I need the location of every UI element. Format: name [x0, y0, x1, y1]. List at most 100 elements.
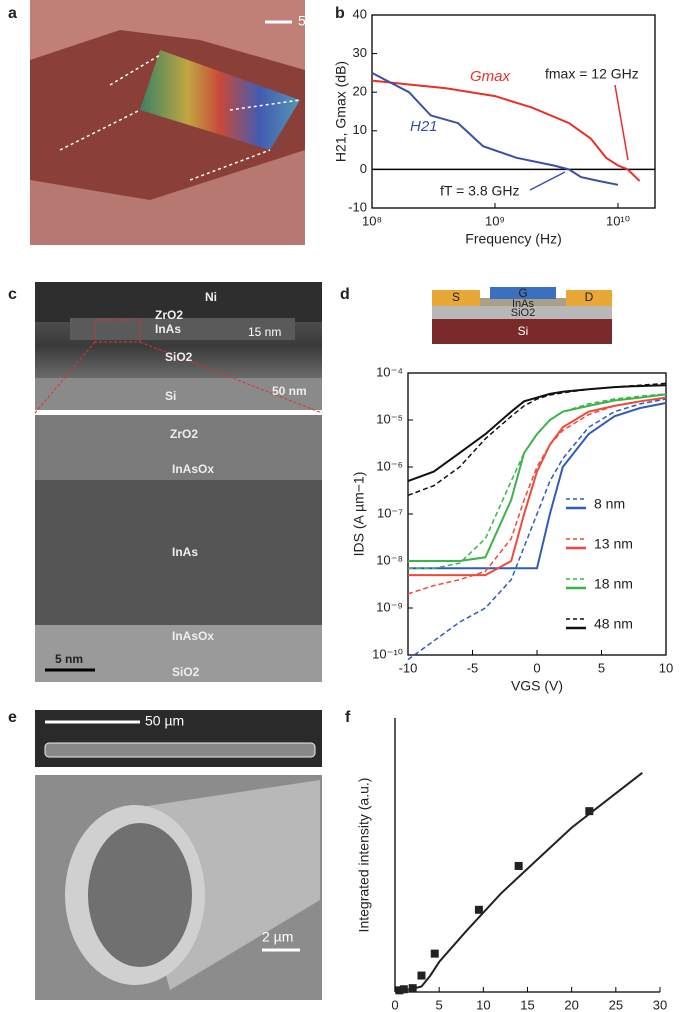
- panel-label: f: [345, 709, 351, 726]
- point: [399, 985, 408, 994]
- x-tick-label: 0: [391, 997, 398, 1012]
- label: D: [585, 290, 594, 304]
- label: InAs: [155, 322, 181, 336]
- label: 5 nm: [55, 652, 83, 666]
- series-line: [371, 79, 641, 182]
- panel-label: c: [8, 286, 17, 303]
- guides: [59, 54, 301, 181]
- label: SiO2: [511, 307, 535, 319]
- x-tick-label: 10: [476, 997, 490, 1012]
- x-tick-label: 5: [598, 660, 605, 675]
- series-label: H21: [410, 118, 438, 135]
- y-axis-label: IDS (A µm−1): [351, 472, 367, 557]
- arrow: [614, 84, 629, 161]
- x-tick-label: 5: [436, 997, 443, 1012]
- legend-label: 13 nm: [594, 536, 633, 552]
- panel-label: e: [8, 709, 17, 726]
- legend-label: 8 nm: [594, 496, 625, 512]
- y-axis-label: H21, Gmax (dB): [333, 61, 349, 162]
- series-line-dashed: [407, 382, 667, 497]
- ni-layer: [35, 282, 322, 322]
- y-tick-label: 10⁻⁷: [377, 505, 403, 520]
- device-map: [140, 50, 300, 150]
- x-tick-label: 10⁸: [362, 213, 382, 228]
- y-tick-label: 10: [353, 122, 367, 137]
- x-tick-label: 15: [520, 997, 534, 1012]
- y-tick-label: -10: [348, 199, 367, 214]
- panel-label: d: [340, 286, 350, 303]
- x-tick-label: 30: [653, 997, 667, 1012]
- y-tick-label: 10⁻⁸: [376, 552, 403, 567]
- y-tick-label: 10⁻⁴: [376, 364, 403, 379]
- label: InAs: [172, 545, 198, 559]
- tissue: [30, 0, 305, 70]
- label: ZrO2: [155, 308, 183, 322]
- point: [474, 905, 483, 914]
- arrow: [529, 171, 566, 191]
- gate: [490, 287, 556, 299]
- point: [408, 984, 417, 993]
- inas-layer: [35, 480, 322, 625]
- label: Si: [518, 324, 529, 338]
- tissue: [30, 150, 305, 245]
- sio2-layer: [35, 625, 322, 682]
- series-line: [408, 396, 667, 577]
- annotation: fmax = 12 GHz: [545, 66, 639, 82]
- label: ZrO2: [170, 427, 198, 441]
- point: [417, 971, 426, 980]
- sio2-block: [432, 305, 612, 319]
- x-tick-label: 0: [533, 660, 540, 675]
- x-tick-label: -5: [467, 660, 479, 675]
- y-tick-label: 40: [353, 6, 367, 21]
- legend-label: 48 nm: [594, 616, 633, 632]
- series-label: Gmax: [470, 68, 511, 85]
- scale-label: 50 µm: [145, 713, 184, 729]
- si-layer: [35, 378, 322, 410]
- annotation: fT = 3.8 GHz: [440, 183, 520, 199]
- y-tick-label: 0: [360, 161, 367, 176]
- drain: [566, 290, 612, 306]
- x-tick-label: 10: [659, 660, 673, 675]
- point: [430, 949, 439, 958]
- plot-frame: [371, 14, 656, 209]
- label: InAsOx: [172, 629, 214, 643]
- x-tick-label: 25: [609, 997, 623, 1012]
- inas-block: [480, 298, 566, 306]
- roll-inner: [88, 823, 192, 967]
- y-axis-label: Integrated intensity (a.u.): [356, 778, 372, 933]
- series-line-dashed: [408, 393, 667, 570]
- x-tick-label: 20: [564, 997, 578, 1012]
- y-tick-label: 20: [353, 84, 367, 99]
- panel-label: b: [335, 5, 345, 22]
- label: InAsOx: [172, 462, 214, 476]
- y-tick-label: 10⁻⁶: [376, 458, 403, 473]
- y-tick-label: 30: [353, 45, 367, 60]
- source: [432, 290, 480, 306]
- stack: [70, 318, 295, 340]
- label: Ni: [205, 290, 217, 304]
- label: 15 nm: [248, 325, 281, 339]
- label: SiO2: [172, 665, 200, 679]
- zoom-lines: [34, 319, 323, 414]
- x-axis-label: Frequency (Hz): [465, 231, 561, 247]
- label: S: [452, 290, 460, 304]
- label: 50 nm: [272, 384, 307, 398]
- x-tick-label: -10: [399, 660, 418, 675]
- y-tick-label: 10⁻⁹: [376, 599, 403, 614]
- x-tick-label: 10¹⁰: [606, 213, 630, 228]
- tube: [44, 742, 316, 758]
- x-axis-label: VGS (V): [511, 678, 563, 694]
- label: SiO2: [165, 350, 193, 364]
- point: [585, 807, 594, 816]
- label: InAs: [512, 298, 535, 310]
- scale-label: 2 µm: [262, 929, 293, 945]
- label: G: [518, 286, 527, 300]
- x-tick-label: 10⁹: [485, 213, 505, 228]
- panel-label: a: [8, 5, 17, 22]
- fit-line: [394, 772, 643, 993]
- legend-label: 18 nm: [594, 576, 633, 592]
- point: [514, 861, 523, 870]
- series-line-dashed: [407, 398, 667, 661]
